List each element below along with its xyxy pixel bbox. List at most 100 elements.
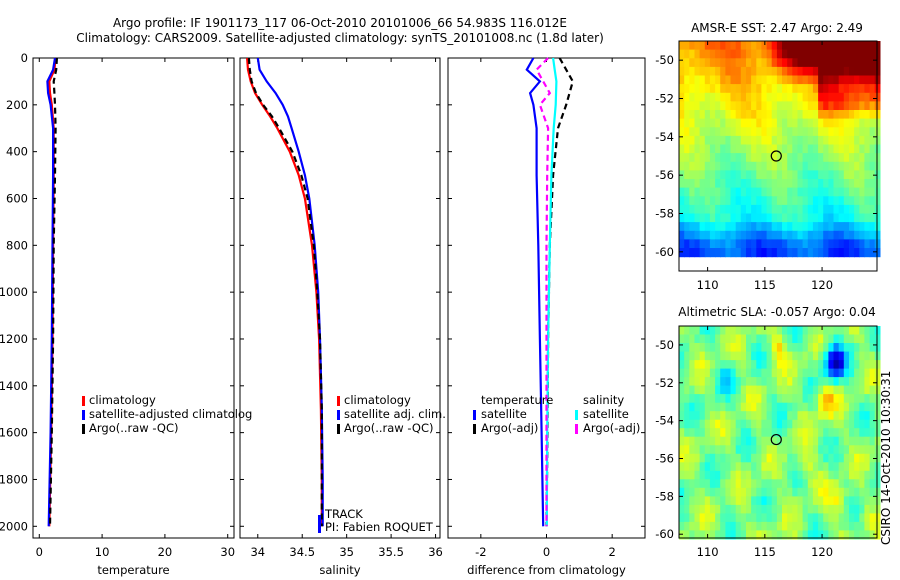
map-cell xyxy=(756,496,763,506)
map-cell xyxy=(725,127,732,137)
map-cell xyxy=(709,428,716,438)
map-cell xyxy=(802,530,809,540)
map-cell xyxy=(854,419,860,429)
map-cell xyxy=(751,428,757,438)
map-cell xyxy=(740,248,747,258)
map-cell xyxy=(849,436,855,446)
map-cell xyxy=(792,153,799,163)
map-cell xyxy=(730,360,737,370)
map-cell xyxy=(694,513,701,523)
map-cell xyxy=(838,110,845,120)
map-cell xyxy=(797,110,804,120)
map-cell xyxy=(782,402,788,412)
map-cell xyxy=(761,239,768,249)
map-cell xyxy=(854,187,860,197)
map-cell xyxy=(746,187,752,197)
map-cell xyxy=(818,135,824,146)
map-cell xyxy=(735,470,742,480)
map-cell xyxy=(771,144,778,154)
map-cell xyxy=(735,326,742,336)
map-cell xyxy=(751,487,757,497)
map-cell xyxy=(823,161,829,171)
map-cell xyxy=(751,521,757,531)
map-cell xyxy=(766,326,773,336)
map-cell xyxy=(828,127,835,137)
map-cell xyxy=(735,75,742,85)
map-cell xyxy=(833,402,840,412)
map-cell xyxy=(694,101,701,111)
map-cell xyxy=(715,479,721,489)
map-cell xyxy=(807,334,814,344)
map-cell xyxy=(704,428,711,438)
map-cell xyxy=(812,360,819,370)
map-cell xyxy=(828,334,835,344)
map-y-tick-label: -58 xyxy=(655,207,674,221)
map-cell xyxy=(766,453,773,463)
legend-swatch xyxy=(575,410,578,420)
map-cell xyxy=(684,153,690,163)
map-cell xyxy=(833,41,840,51)
map-cell xyxy=(715,326,721,336)
map-cell xyxy=(761,343,768,353)
map-cell xyxy=(807,58,814,68)
map-cell xyxy=(828,187,835,197)
map-cell xyxy=(699,239,706,249)
map-cell xyxy=(838,230,845,240)
map-cell xyxy=(746,222,752,232)
map-cell xyxy=(751,334,757,344)
map-cell xyxy=(689,196,696,206)
map-cell xyxy=(833,153,840,163)
map-cell xyxy=(746,385,752,395)
map-cell xyxy=(699,530,706,540)
map-cell xyxy=(807,504,814,514)
map-cell xyxy=(689,41,696,51)
map-cell xyxy=(725,75,732,85)
map-cell xyxy=(849,504,855,514)
map-cell xyxy=(787,41,793,51)
map-cell xyxy=(812,187,819,197)
map-cell xyxy=(730,222,737,232)
map-cell xyxy=(833,343,840,353)
map-cell xyxy=(797,204,804,215)
map-cell xyxy=(746,153,752,163)
map-cell xyxy=(730,530,737,540)
map-cell xyxy=(833,170,840,180)
map-cell xyxy=(782,436,788,446)
map-cell xyxy=(679,110,685,120)
map-cell xyxy=(735,153,742,163)
map-cell xyxy=(761,521,768,531)
map-cell xyxy=(699,41,706,51)
map-cell xyxy=(746,419,752,429)
map-cell xyxy=(684,343,690,353)
map-cell xyxy=(823,187,829,197)
map-cell xyxy=(725,41,732,51)
map-cell xyxy=(787,127,793,137)
map-cell xyxy=(746,504,752,514)
map-cell xyxy=(751,153,757,163)
map-cell xyxy=(694,135,701,146)
map-cell xyxy=(679,419,685,429)
map-cell xyxy=(740,170,747,180)
map-cell xyxy=(843,504,850,514)
map-cell xyxy=(720,504,726,514)
map-cell xyxy=(689,135,696,146)
map-cell xyxy=(689,326,696,336)
map-cell xyxy=(679,334,685,344)
map-cell xyxy=(812,428,819,438)
map-cell xyxy=(859,343,866,353)
map-cell xyxy=(740,368,747,378)
map-cell xyxy=(689,411,696,421)
map-cell xyxy=(720,436,726,446)
map-cell xyxy=(874,41,881,51)
map-cell xyxy=(849,368,855,378)
map-cell xyxy=(843,135,850,146)
map-cell xyxy=(833,92,840,102)
map-cell xyxy=(689,153,696,163)
map-cell xyxy=(797,213,804,223)
map-cell xyxy=(792,360,799,370)
map-cell xyxy=(746,445,752,455)
map-cell xyxy=(782,411,788,421)
map-cell xyxy=(802,101,809,111)
map-cell xyxy=(679,487,685,497)
map-cell xyxy=(859,84,866,94)
